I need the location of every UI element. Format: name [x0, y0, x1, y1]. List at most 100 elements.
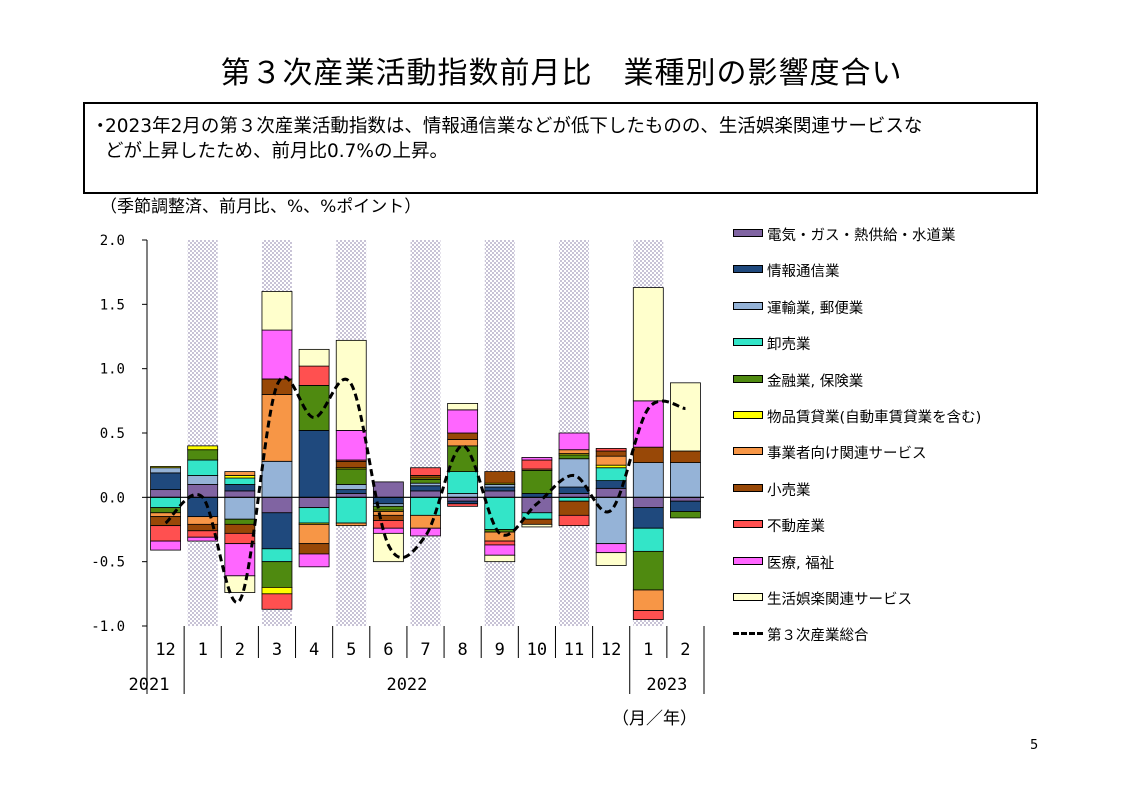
x-tick-label: 11	[564, 640, 584, 660]
legend-label: 医療, 福祉	[767, 555, 835, 572]
x-tick-label: 3	[272, 640, 282, 660]
bar-segment	[224, 518, 256, 525]
shaded-month-band	[484, 240, 515, 626]
bar-segment	[372, 481, 404, 498]
legend-label: 不動産業	[767, 519, 825, 536]
bar-segment	[521, 459, 553, 470]
bar-segment	[261, 496, 293, 514]
bar-segment	[632, 507, 664, 529]
bar-segment	[595, 448, 627, 452]
legend-swatch	[733, 411, 763, 419]
bar-segment	[484, 544, 516, 556]
bar-segment	[372, 527, 404, 534]
bar-segment	[558, 500, 590, 516]
bar-segment	[372, 514, 404, 521]
bar-segment	[447, 432, 479, 440]
bar-segment	[670, 500, 701, 512]
legend-label: 金融業, 保険業	[767, 373, 864, 390]
legend-label: 生活娯楽関連サービス	[767, 592, 912, 608]
legend-label: 電気・ガス・熱供給・水道業	[767, 228, 956, 244]
total-series-line	[164, 375, 686, 604]
bar-segment	[298, 496, 330, 509]
shaded-month-band	[410, 240, 441, 626]
bar-segment	[447, 403, 479, 411]
bar-segment	[632, 287, 664, 402]
bar-segment	[632, 527, 664, 552]
bar-segment	[298, 553, 330, 568]
x-tick-label: 5	[346, 640, 356, 660]
bar-segment	[261, 460, 293, 498]
bar-segment	[484, 486, 516, 492]
bar-segment	[521, 512, 553, 520]
month-year-unit: （月／年）	[612, 709, 697, 729]
legend-swatch	[733, 265, 763, 274]
y-tick-label: -1.0	[91, 619, 125, 635]
bar-segment	[447, 409, 479, 434]
legend-swatch	[733, 483, 763, 492]
bar-segment	[632, 446, 664, 463]
bar-segment	[261, 587, 293, 595]
bar-segment	[261, 329, 293, 380]
y-tick-label: 0.5	[100, 426, 125, 442]
legend-label: 情報通信業	[767, 264, 840, 281]
bar-segment	[410, 514, 441, 529]
bar-segment	[558, 454, 590, 460]
legend-label: 小売業	[767, 482, 811, 499]
year-label: 2022	[386, 675, 427, 695]
bar-segment	[335, 522, 367, 527]
bar-segment	[595, 467, 627, 482]
y-tick-label: 1.0	[100, 362, 125, 378]
x-tick-label: 12	[155, 640, 175, 660]
bar-segment	[558, 432, 590, 451]
bar-segment	[150, 525, 181, 542]
bar-segment	[410, 467, 441, 476]
bar-segment	[224, 477, 256, 485]
x-tick-label: 6	[383, 640, 393, 660]
year-label: 2021	[129, 675, 170, 695]
bar-segment	[410, 485, 441, 492]
bar-segment	[632, 589, 664, 611]
bar-segment	[335, 460, 367, 469]
bar-segment	[372, 520, 404, 529]
x-tick-label: 9	[495, 640, 505, 660]
bar-segment	[447, 503, 479, 507]
bar-segment	[335, 430, 367, 461]
legend-swatch	[733, 447, 763, 456]
x-tick-label: 1	[643, 640, 653, 660]
bar-segment	[335, 484, 367, 491]
x-tick-label: 10	[527, 640, 547, 660]
bar-segment	[484, 540, 516, 546]
x-tick-label: 12	[601, 640, 621, 660]
x-tick-label: 7	[420, 640, 430, 660]
bar-segment	[521, 523, 553, 528]
bar-segment	[224, 484, 256, 492]
bar-segment	[447, 471, 479, 494]
bar-segment	[261, 548, 293, 563]
legend-swatch	[733, 556, 763, 565]
legend-swatch	[733, 229, 763, 237]
bar-segment	[298, 543, 330, 555]
bar-segment	[410, 490, 441, 498]
bar-segment	[595, 552, 627, 566]
bar-segment	[484, 471, 516, 484]
bar-segment	[595, 496, 627, 545]
bar-segment	[410, 478, 441, 484]
summary-line-2: どが上昇したため、前月比0.7%の上昇。	[105, 141, 449, 162]
bar-segment	[224, 471, 256, 476]
bar-segment	[187, 496, 219, 518]
bar-segment	[521, 469, 553, 494]
bar-segment	[298, 430, 330, 498]
bar-segment	[150, 489, 181, 498]
summary-bullet: ・	[91, 116, 110, 137]
bar-segment	[298, 365, 330, 386]
bar-segment	[187, 530, 219, 538]
bar-segment	[484, 490, 516, 498]
bar-segment	[521, 518, 553, 525]
bar-segment	[298, 507, 330, 524]
bar-segment	[150, 496, 181, 509]
bar-segment	[224, 496, 256, 520]
unit-label: （季節調整済、前月比、%、%ポイント）	[100, 197, 422, 217]
shaded-month-band	[187, 240, 218, 626]
bar-segment	[670, 462, 701, 498]
